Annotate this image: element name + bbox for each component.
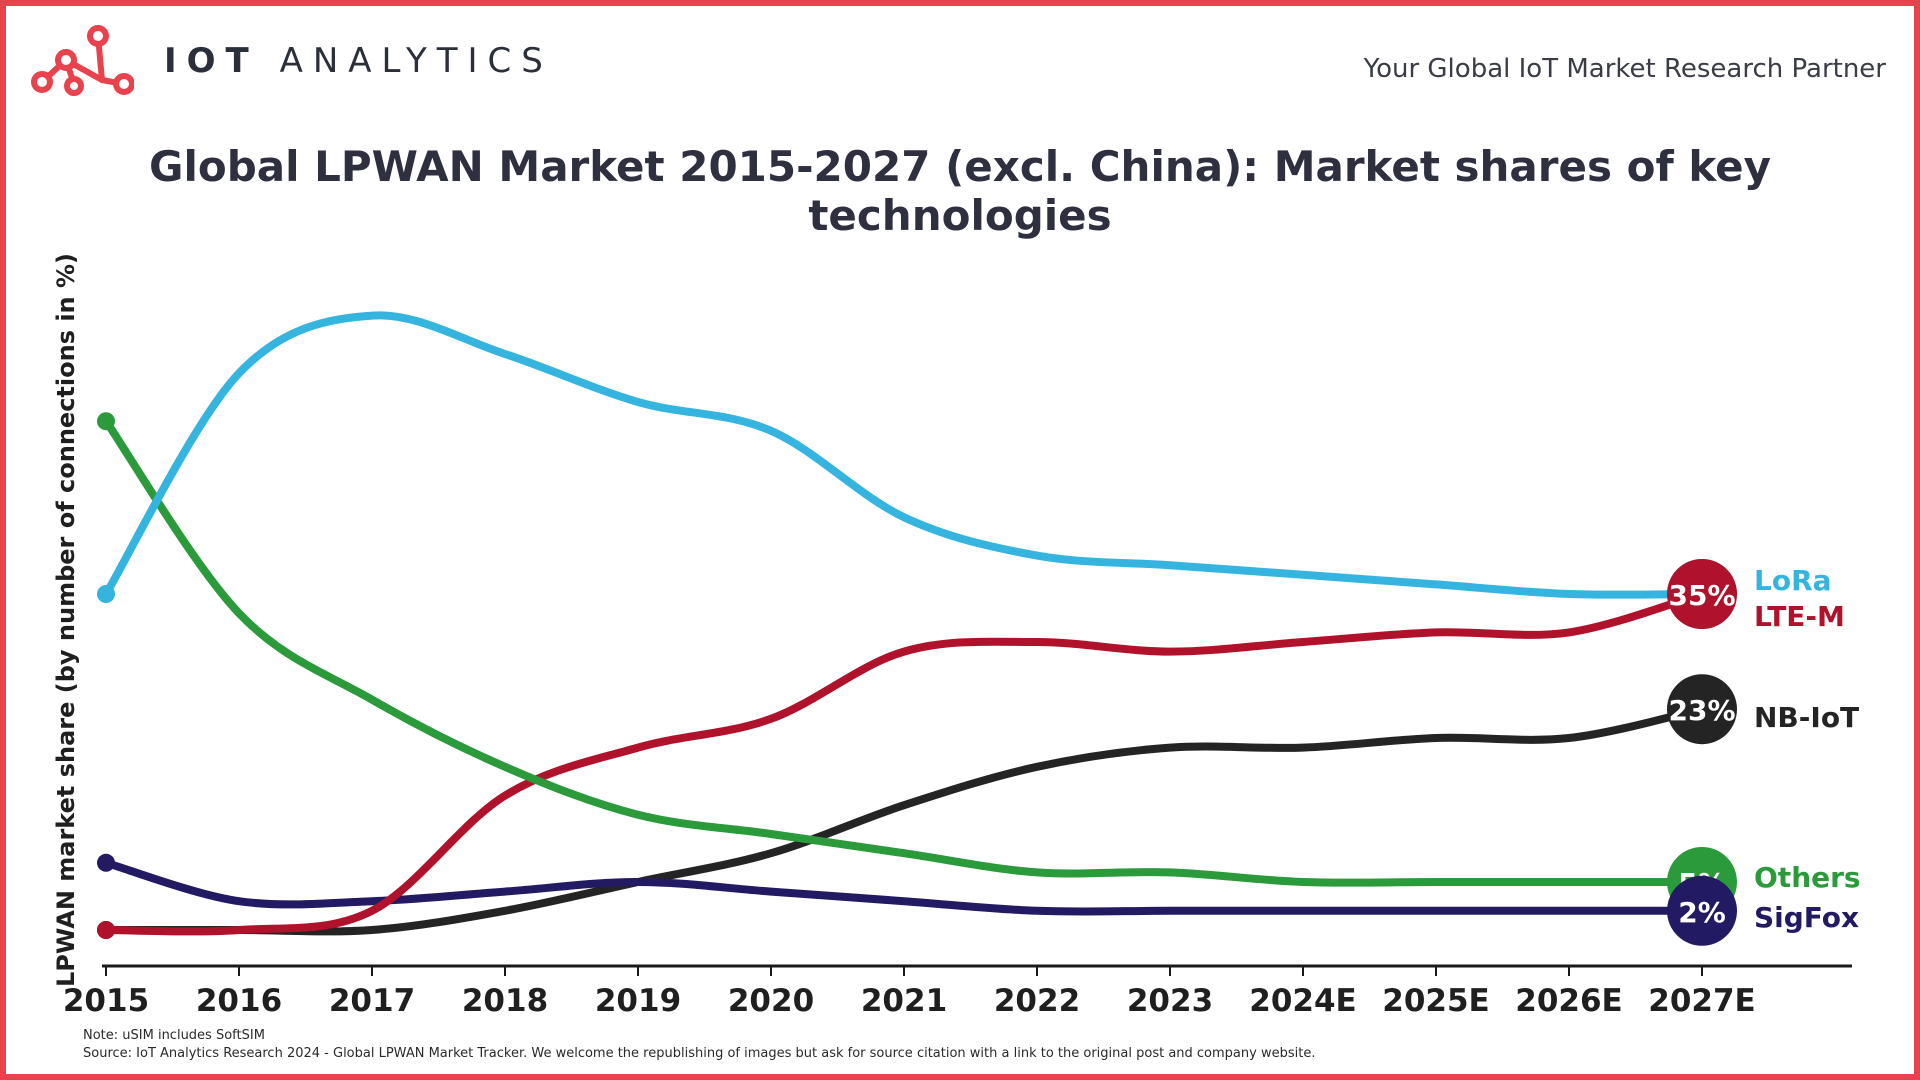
brand-bold: IOT xyxy=(164,41,259,81)
series-line-sigfox xyxy=(102,858,1706,916)
x-tick-label-2025e: 2025E xyxy=(1382,983,1489,1019)
end-marker-lte-m xyxy=(1667,559,1737,629)
chart-title: Global LPWAN Market 2015-2027 (excl. Chi… xyxy=(148,142,1772,240)
series-label-nb-iot: NB-IoT xyxy=(1754,701,1859,734)
end-value-label-nb-iot: 23% xyxy=(1668,694,1735,727)
brand: IOT ANALYTICS xyxy=(30,24,553,98)
end-marker-sigfox xyxy=(1667,875,1737,946)
end-marker-nb-iot xyxy=(1667,674,1737,745)
iot-analytics-logo-icon xyxy=(31,25,134,96)
x-tick-label-2018: 2018 xyxy=(462,983,548,1019)
end-value-label-sigfox: 2% xyxy=(1678,896,1726,929)
start-point-lte-m xyxy=(97,921,115,939)
x-tick-label-2020: 2020 xyxy=(728,983,814,1019)
start-point-others xyxy=(97,412,115,431)
series-line-lte-m xyxy=(102,590,1706,936)
footnote: Note: uSIM includes SoftSIM xyxy=(83,1028,265,1043)
start-point-sigfox xyxy=(97,853,115,872)
x-tick-label-2022: 2022 xyxy=(994,983,1080,1019)
series-line-lora xyxy=(102,311,1706,599)
series-label-sigfox: SigFox xyxy=(1754,901,1859,934)
x-tick-label-2023: 2023 xyxy=(1127,983,1213,1019)
start-point-lora xyxy=(97,585,115,603)
x-tick-label-2017: 2017 xyxy=(329,983,415,1019)
x-tick-label-2027e: 2027E xyxy=(1648,983,1755,1019)
x-tick-label-2026e: 2026E xyxy=(1515,983,1622,1019)
x-tick-label-2021: 2021 xyxy=(861,983,947,1019)
series-line-others xyxy=(102,417,1706,887)
x-tick-label-2016: 2016 xyxy=(196,983,282,1019)
series-label-others: Others xyxy=(1754,861,1861,894)
end-value-label-lte-m: 35% xyxy=(1668,579,1735,612)
series-label-lora: LoRa xyxy=(1754,564,1832,597)
series-line-nb-iot xyxy=(102,705,1706,936)
source-note: Source: IoT Analytics Research 2024 - Gl… xyxy=(83,1046,1316,1061)
x-tick-label-2024e: 2024E xyxy=(1249,983,1356,1019)
x-tick-label-2015: 2015 xyxy=(63,983,149,1019)
tagline: Your Global IoT Market Research Partner xyxy=(1363,54,1886,84)
brand-light: ANALYTICS xyxy=(279,41,553,81)
x-tick-label-2019: 2019 xyxy=(595,983,681,1019)
brand-name: IOT ANALYTICS xyxy=(164,41,553,81)
series-label-lte-m: LTE-M xyxy=(1754,600,1845,633)
